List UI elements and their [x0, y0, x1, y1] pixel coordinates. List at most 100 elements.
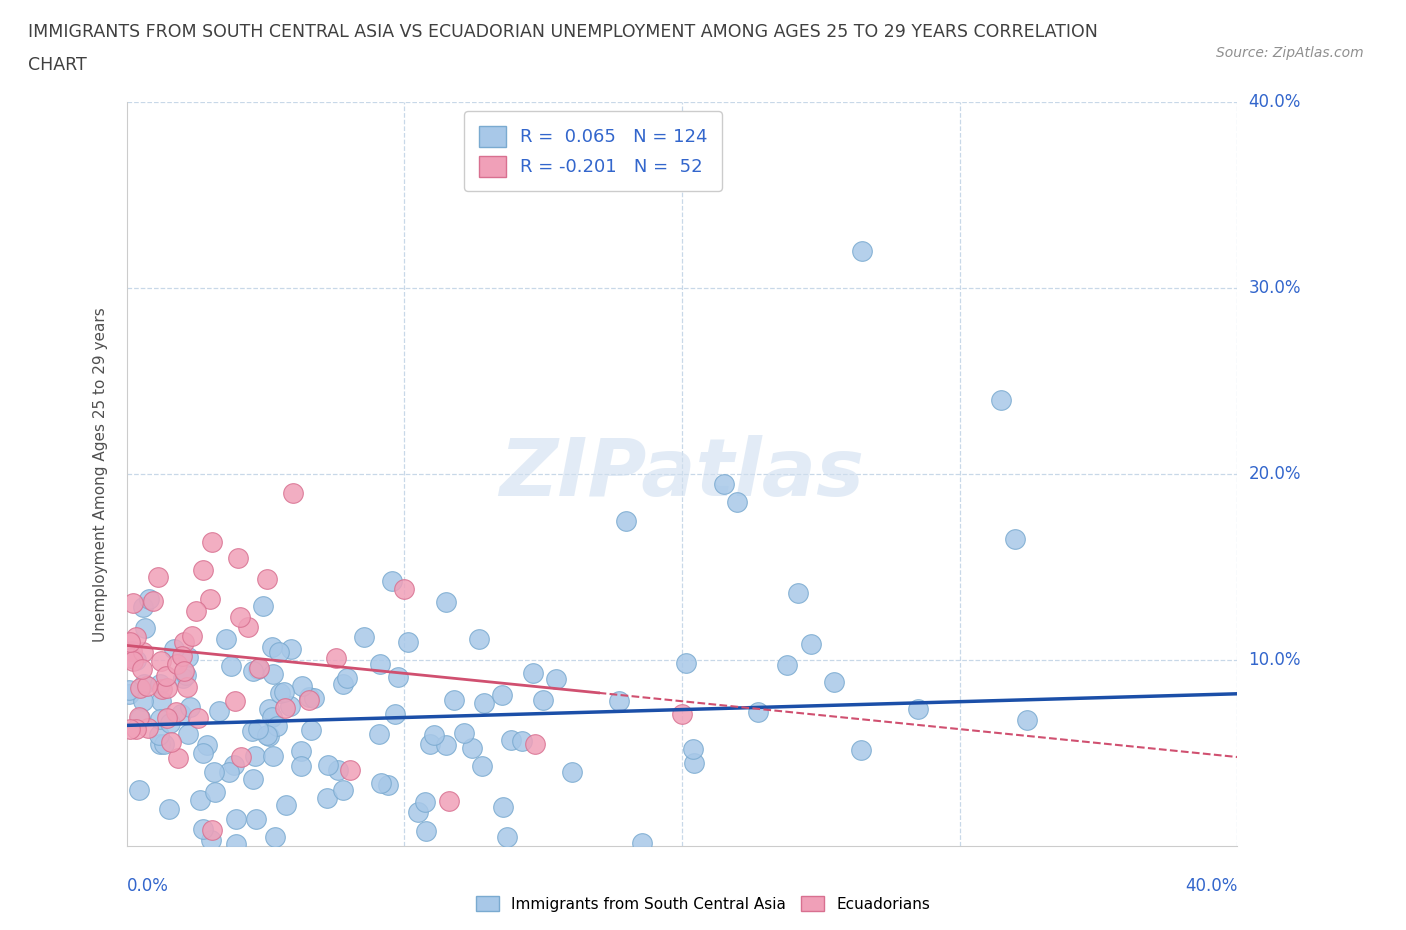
Point [256, 571, 278, 586]
Point [510, 734, 533, 749]
Point [224, 694, 246, 709]
Point [134, 620, 156, 635]
Point [262, 640, 284, 655]
Y-axis label: Unemployment Among Ages 25 to 29 years: Unemployment Among Ages 25 to 29 years [93, 307, 108, 642]
Point [336, 671, 359, 685]
Point [800, 636, 823, 651]
Point [240, 724, 263, 738]
Point [491, 687, 513, 702]
Legend: R =  0.065   N = 124, R = -0.201   N =  52: R = 0.065 N = 124, R = -0.201 N = 52 [464, 112, 723, 191]
Point [522, 666, 544, 681]
Point [368, 726, 391, 741]
Point [318, 757, 340, 772]
Point [1017, 712, 1039, 727]
Point [150, 693, 173, 708]
Point [467, 631, 489, 646]
Point [823, 674, 845, 689]
Point [128, 681, 150, 696]
Point [377, 778, 399, 793]
Point [849, 742, 872, 757]
Point [267, 644, 290, 659]
Point [148, 569, 170, 584]
Point [260, 710, 283, 724]
Point [118, 683, 141, 698]
Point [387, 670, 409, 684]
Point [129, 711, 152, 725]
Point [149, 737, 172, 751]
Point [201, 535, 224, 550]
Point [149, 711, 172, 726]
Point [204, 785, 226, 800]
Point [907, 702, 929, 717]
Text: 10.0%: 10.0% [1249, 651, 1301, 670]
Text: 0.0%: 0.0% [127, 877, 169, 895]
Point [179, 699, 201, 714]
Point [150, 682, 173, 697]
Point [257, 702, 280, 717]
Point [153, 737, 176, 751]
Point [262, 749, 284, 764]
Point [280, 641, 302, 656]
Point [671, 707, 693, 722]
Point [184, 604, 207, 618]
Point [630, 836, 652, 851]
Point [242, 663, 264, 678]
Point [219, 658, 242, 673]
Point [124, 721, 146, 736]
Point [138, 720, 160, 735]
Point [776, 658, 799, 672]
Point [176, 679, 198, 694]
Point [257, 728, 280, 743]
Point [461, 740, 484, 755]
Point [225, 811, 247, 826]
Point [238, 619, 260, 634]
Text: 40.0%: 40.0% [1185, 877, 1237, 895]
Point [256, 727, 278, 742]
Text: ZIPatlas: ZIPatlas [499, 435, 865, 513]
Point [415, 824, 437, 839]
Point [298, 690, 321, 705]
Point [132, 694, 155, 709]
Point [274, 700, 297, 715]
Point [1004, 532, 1026, 547]
Point [245, 812, 267, 827]
Point [247, 660, 270, 675]
Point [118, 722, 141, 737]
Point [384, 706, 406, 721]
Point [208, 704, 231, 719]
Point [368, 657, 391, 671]
Point [851, 244, 873, 259]
Point [202, 764, 225, 779]
Point [149, 676, 172, 691]
Point [453, 725, 475, 740]
Point [443, 693, 465, 708]
Point [121, 644, 143, 658]
Point [177, 649, 200, 664]
Point [187, 711, 209, 725]
Point [247, 722, 270, 737]
Point [434, 595, 457, 610]
Point [786, 585, 808, 600]
Point [120, 650, 142, 665]
Point [167, 751, 190, 765]
Point [229, 609, 252, 624]
Point [181, 628, 204, 643]
Point [472, 696, 495, 711]
Point [160, 735, 183, 750]
Point [142, 593, 165, 608]
Point [134, 676, 156, 691]
Point [218, 765, 240, 780]
Point [614, 513, 637, 528]
Point [222, 758, 245, 773]
Point [135, 678, 157, 693]
Point [727, 495, 749, 510]
Point [264, 830, 287, 844]
Point [471, 758, 494, 773]
Point [339, 763, 361, 777]
Point [132, 644, 155, 659]
Point [191, 746, 214, 761]
Point [125, 652, 148, 667]
Point [173, 635, 195, 650]
Point [499, 733, 522, 748]
Point [281, 485, 304, 500]
